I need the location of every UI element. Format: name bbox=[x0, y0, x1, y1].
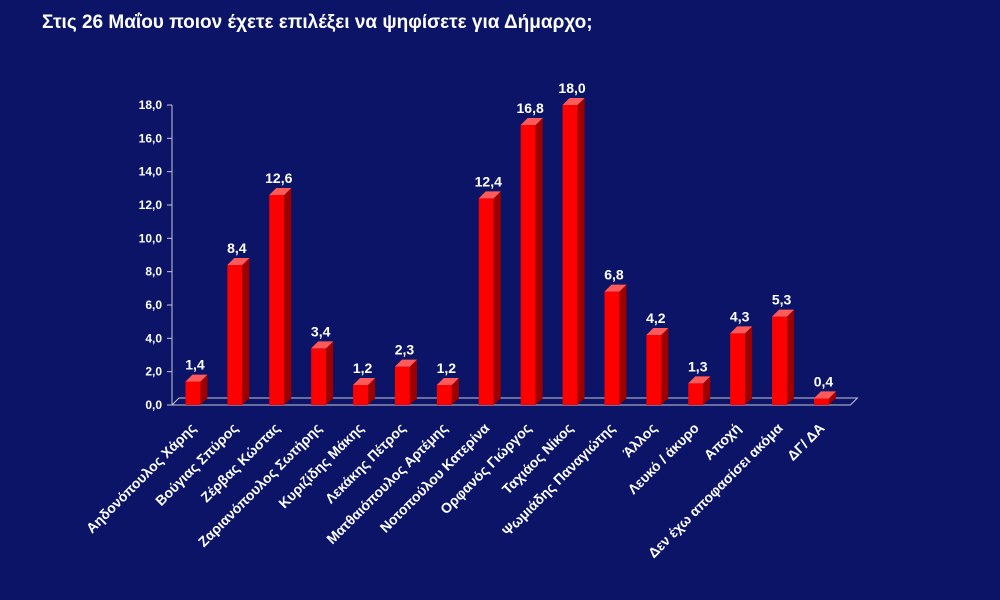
bar-front bbox=[227, 265, 243, 405]
bar-side bbox=[493, 191, 501, 405]
data-label: 1,2 bbox=[437, 360, 457, 376]
data-label: 1,3 bbox=[688, 358, 708, 374]
bar-side bbox=[619, 284, 627, 405]
bar-top bbox=[478, 191, 501, 199]
y-tick-label: 8,0 bbox=[145, 265, 162, 279]
bar bbox=[394, 359, 417, 405]
bar-front bbox=[772, 316, 788, 405]
bar-side bbox=[409, 359, 417, 405]
bar-side bbox=[326, 341, 334, 405]
bar-front bbox=[478, 198, 494, 405]
bar bbox=[478, 191, 501, 405]
bar bbox=[688, 376, 711, 405]
bar-side bbox=[577, 98, 585, 405]
bar-front bbox=[562, 105, 578, 405]
data-label: 3,4 bbox=[311, 323, 331, 339]
bar-front bbox=[269, 195, 285, 405]
y-tick-label: 4,0 bbox=[145, 331, 162, 345]
bar-side bbox=[745, 326, 753, 405]
y-tick-label: 16,0 bbox=[139, 131, 163, 145]
bar-front bbox=[353, 385, 369, 405]
data-label: 1,2 bbox=[353, 360, 373, 376]
bar bbox=[646, 328, 669, 405]
bar bbox=[353, 378, 376, 405]
bar-front bbox=[604, 291, 620, 405]
bar-top bbox=[813, 391, 836, 399]
chart-axes: 0,0 2,0 4,0 6,0 8,0 10,0 12,0 14,0 16,0 18,0 bbox=[139, 98, 859, 412]
data-label: 2,3 bbox=[395, 342, 415, 358]
y-tick-label: 2,0 bbox=[145, 365, 162, 379]
data-label: 1,4 bbox=[185, 357, 205, 373]
y-tick-label: 0,0 bbox=[145, 398, 162, 412]
bar-top bbox=[227, 258, 250, 265]
data-label: 4,2 bbox=[646, 310, 666, 326]
bar-side bbox=[368, 378, 376, 405]
y-tick-label: 6,0 bbox=[145, 298, 162, 312]
y-tick-label: 14,0 bbox=[139, 165, 163, 179]
bar bbox=[604, 284, 627, 405]
bar-top bbox=[436, 378, 459, 385]
data-label: 6,8 bbox=[604, 267, 624, 283]
bar bbox=[436, 378, 459, 405]
bar-front bbox=[394, 366, 410, 405]
bar-top bbox=[520, 118, 543, 125]
bar bbox=[311, 341, 334, 405]
data-label: 12,6 bbox=[265, 170, 292, 186]
data-label: 18,0 bbox=[558, 80, 585, 96]
bar-top bbox=[311, 341, 334, 349]
bar-side bbox=[703, 376, 711, 405]
data-label: 12,4 bbox=[475, 173, 502, 189]
bar-side bbox=[828, 391, 836, 405]
y-tick-label: 12,0 bbox=[139, 198, 163, 212]
bar-side bbox=[787, 309, 795, 405]
bar-side bbox=[661, 328, 669, 405]
bar-top bbox=[604, 284, 627, 292]
bar-front bbox=[520, 125, 536, 405]
y-tick-label: 18,0 bbox=[139, 98, 163, 112]
bar bbox=[520, 118, 543, 405]
bar-front bbox=[185, 381, 201, 405]
category-label: ΔΓ/ ΔΑ bbox=[784, 420, 828, 464]
y-tick-label: 10,0 bbox=[139, 231, 163, 245]
bar-front bbox=[730, 333, 746, 405]
bar-top bbox=[353, 378, 376, 385]
data-label: 0,4 bbox=[814, 373, 834, 389]
bar-top bbox=[185, 374, 208, 382]
chart-bars bbox=[185, 98, 836, 405]
bar bbox=[772, 309, 795, 405]
bar-side bbox=[200, 374, 208, 405]
page-title: Στις 26 Μαΐου ποιον έχετε επιλέξει να ψη… bbox=[42, 12, 593, 33]
bar-side bbox=[451, 378, 459, 405]
bar bbox=[269, 188, 292, 405]
bar-top bbox=[269, 188, 292, 195]
data-label: 16,8 bbox=[517, 100, 544, 116]
bar-front bbox=[311, 348, 327, 405]
bar-top bbox=[394, 359, 417, 367]
bar bbox=[227, 258, 250, 405]
data-label: 8,4 bbox=[227, 240, 247, 256]
bar-side bbox=[535, 118, 543, 405]
bar bbox=[813, 391, 836, 405]
bar-front bbox=[436, 385, 452, 405]
bar bbox=[562, 98, 585, 405]
bar-top bbox=[688, 376, 711, 384]
bar-top bbox=[646, 328, 669, 335]
bar-front bbox=[646, 335, 662, 405]
bar-side bbox=[284, 188, 292, 405]
bar bbox=[730, 326, 753, 405]
category-label: Άλλος bbox=[619, 420, 660, 461]
bar-top bbox=[562, 98, 585, 105]
data-label: 4,3 bbox=[730, 308, 750, 324]
bar-front bbox=[813, 398, 829, 405]
chart-floor bbox=[170, 397, 859, 406]
data-label: 5,3 bbox=[772, 292, 792, 308]
bar-top bbox=[772, 309, 795, 317]
bar-side bbox=[242, 258, 250, 405]
bar-top bbox=[730, 326, 753, 334]
bar-front bbox=[688, 383, 704, 405]
bar bbox=[185, 374, 208, 405]
